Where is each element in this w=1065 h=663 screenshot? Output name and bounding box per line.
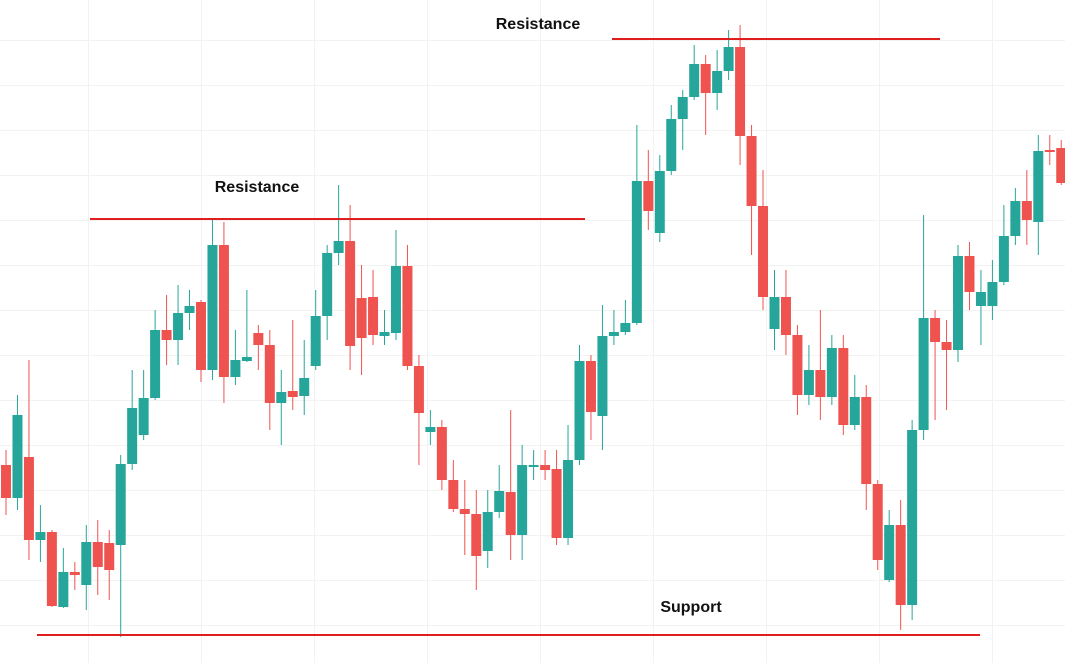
candle-body — [987, 282, 998, 306]
candle-body — [69, 572, 80, 575]
candle-body — [712, 71, 723, 93]
candle-body — [792, 335, 803, 395]
candle-body — [1, 465, 11, 498]
candle-body — [207, 245, 218, 370]
candle-body — [230, 360, 241, 377]
candle-body — [815, 370, 826, 397]
candle-body — [482, 512, 493, 551]
candle-body — [563, 460, 574, 538]
candle-body — [115, 464, 126, 545]
candle-body — [975, 292, 986, 306]
candle-body — [608, 332, 619, 336]
candle-body — [184, 306, 195, 313]
candle-body — [58, 572, 69, 607]
candle-body — [964, 256, 975, 292]
candle-body — [585, 361, 596, 412]
candle-body — [264, 345, 275, 403]
candle-body — [780, 297, 791, 335]
candle-body — [276, 392, 287, 403]
candle-body — [379, 332, 390, 336]
candle-body — [1021, 201, 1032, 220]
candle-body — [138, 398, 149, 435]
candle-body — [1056, 148, 1065, 183]
candle-body — [758, 206, 769, 297]
candle-body — [1033, 151, 1044, 222]
level-label: Support — [660, 599, 722, 616]
candle-body — [195, 302, 206, 370]
candle-body — [895, 525, 906, 605]
candle-body — [356, 298, 367, 338]
level-label: Resistance — [496, 16, 581, 33]
candle-body — [861, 397, 872, 484]
candle-body — [471, 514, 482, 556]
candle-body — [643, 181, 654, 211]
candle-body — [299, 378, 310, 396]
candle-body — [677, 97, 688, 119]
candle-body — [23, 457, 34, 540]
candle-body — [253, 333, 264, 345]
candle-body — [930, 318, 941, 342]
candle-body — [104, 543, 115, 570]
candle-body — [953, 256, 964, 350]
candle-body — [746, 136, 757, 206]
candle-body — [666, 119, 677, 171]
candle-body — [161, 330, 172, 340]
candle-body — [413, 366, 424, 413]
candle-body — [402, 266, 413, 366]
candle-body — [838, 348, 849, 425]
candle-body — [689, 64, 700, 97]
candle-body — [241, 357, 252, 361]
candle-body — [654, 171, 665, 233]
candle-body — [459, 509, 470, 514]
candle-body — [1044, 150, 1055, 152]
candle-body — [322, 253, 333, 316]
candle-body — [494, 491, 505, 512]
candle-body — [872, 484, 883, 560]
candle-body — [735, 47, 746, 136]
candle-body — [345, 241, 356, 346]
candle-body — [46, 532, 57, 606]
candle-body — [998, 236, 1009, 282]
candle-body — [218, 245, 229, 377]
candle-body — [769, 297, 780, 329]
candle-body — [173, 313, 184, 340]
candle-body — [528, 465, 539, 467]
candle-body — [390, 266, 401, 333]
candle-body — [826, 348, 837, 397]
candle-body — [551, 469, 562, 538]
candle-body — [918, 318, 929, 430]
candle-body — [448, 480, 459, 509]
candle-body — [35, 532, 46, 540]
candle-body — [723, 47, 734, 71]
candle-body — [517, 465, 528, 535]
level-label: Resistance — [215, 179, 300, 196]
candle-body — [127, 408, 138, 464]
candle-body — [1010, 201, 1021, 236]
candle-body — [941, 342, 952, 350]
candle-body — [12, 415, 23, 498]
candle-body — [631, 181, 642, 323]
candle-body — [81, 542, 92, 585]
candle-body — [597, 336, 608, 416]
candle-body — [849, 397, 860, 425]
candle-body — [803, 370, 814, 395]
candle-body — [574, 361, 585, 460]
candle-body — [907, 430, 918, 605]
candle-body — [92, 542, 103, 567]
candle-body — [700, 64, 711, 93]
candle-body — [884, 525, 895, 580]
candle-body — [287, 391, 298, 397]
candle-body — [368, 297, 379, 335]
candle-body — [540, 465, 551, 470]
candle-body — [310, 316, 321, 366]
candle-body — [150, 330, 161, 398]
candle-body — [333, 241, 344, 253]
candle-body — [436, 427, 447, 480]
candle-body — [620, 323, 631, 332]
candle-body — [505, 492, 516, 535]
candle-body — [425, 427, 436, 432]
